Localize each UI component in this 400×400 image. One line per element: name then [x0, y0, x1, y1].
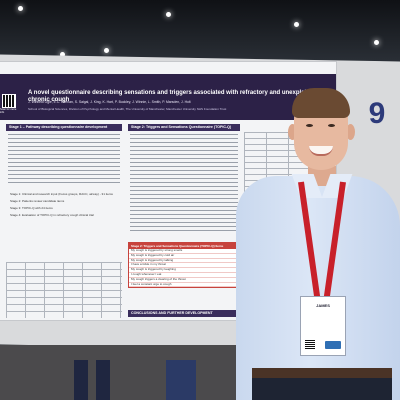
badge-name: JAMES: [316, 303, 330, 308]
ceiling-light: [60, 52, 65, 57]
stage-item: Stage 2: Patients review candidate items: [10, 199, 65, 203]
background-person: [96, 360, 110, 400]
background-person: [166, 360, 196, 400]
name-badge: JAMES: [300, 296, 346, 356]
section-method-heading: Stage 1 – Pathway describing questionnai…: [6, 124, 122, 131]
stage-list: Stage 1: Clinical and research input (Fo…: [10, 192, 122, 220]
questionnaire-item: I feel a constant urge to cough: [129, 282, 239, 288]
ceiling-light: [374, 40, 379, 45]
qr-label: Scan for more info: [0, 108, 17, 114]
questionnaire-item: My cough is triggered by talking: [129, 258, 239, 264]
questionnaire-item: I cough whenever I eat: [129, 272, 239, 278]
ear: [346, 124, 355, 140]
badge-logo: [325, 341, 341, 349]
poster-affiliation: School of Biological Sciences, Division …: [28, 107, 227, 111]
questionnaire-item: My cough is triggered by strong smells: [129, 248, 239, 254]
poster-results-text: [130, 134, 238, 234]
poster-characteristics-table: [6, 262, 122, 318]
eye: [328, 124, 335, 127]
stage-item: Stage 4: Evaluation of TOPIC-Q in refrac…: [10, 213, 94, 217]
questionnaire-item: My cough is triggered by cold air: [129, 253, 239, 259]
poster-number: 9: [368, 97, 386, 130]
qr-code-icon: [2, 94, 16, 108]
poster-title: A novel questionnaire describing sensati…: [28, 90, 317, 103]
eye: [306, 124, 313, 127]
ceiling: [0, 0, 400, 62]
hair: [292, 88, 350, 118]
ceiling-light: [166, 12, 171, 17]
ear: [288, 124, 297, 140]
questionnaire-table-header: Stage 2: Triggers and Sensations Questio…: [129, 243, 239, 249]
stage-item: Stage 1: Clinical and research input (Fo…: [10, 192, 113, 196]
stage-item: Stage 3: TOPIC-Q with 24 items: [10, 206, 53, 210]
presenter: JAMES: [222, 84, 400, 400]
questionnaire-item: My cough triggers a clearing of the thro…: [129, 277, 239, 283]
ceiling-light: [104, 48, 109, 53]
trousers: [252, 378, 392, 400]
background-person: [74, 360, 88, 400]
ceiling-light: [294, 22, 299, 27]
belt: [252, 368, 392, 378]
smile: [309, 146, 333, 156]
badge-qr-icon: [305, 339, 315, 349]
poster-body-text: [8, 134, 120, 184]
poster-header: Scan for more info A novel questionnaire…: [0, 74, 336, 120]
section-conclusions-heading: CONCLUSIONS AND FURTHER DEVELOPMENT: [128, 310, 240, 317]
questionnaire-item: My cough is triggered by laughing: [129, 267, 239, 273]
questionnaire-item: I have a tickle in my throat: [129, 263, 239, 269]
poster-authors: J. Winfield Ogle, E.C. Keenan, S. Saigal…: [28, 100, 191, 104]
ceiling-light: [18, 6, 23, 11]
questionnaire-table: Stage 2: Triggers and Sensations Questio…: [128, 242, 240, 289]
